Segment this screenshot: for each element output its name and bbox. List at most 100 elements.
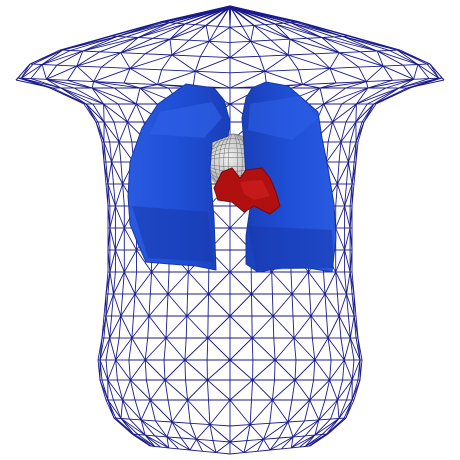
mesh-edge [269,421,289,424]
mesh-edge [93,81,125,84]
mesh-edge [101,66,131,69]
mesh-edge [271,271,273,295]
mesh-edge [377,50,419,65]
mesh-edge [304,434,316,447]
mesh-edge [347,141,351,163]
mesh-edge [329,66,359,69]
mesh-edge [99,37,139,53]
mesh-edge [274,337,295,361]
mesh-edge [229,424,251,427]
mesh-edge [105,315,111,339]
mesh-edge [114,249,125,273]
mesh-edge [274,22,284,25]
mesh-edge [157,70,196,86]
mesh-edge [200,55,231,59]
mesh-edge [200,41,210,57]
mesh-edge [252,359,276,381]
heart [213,167,281,215]
mesh-edge [329,359,345,381]
mesh-edge [272,399,289,423]
mesh-edge [117,22,170,37]
mesh-edge [270,38,291,41]
mesh-edge [251,337,276,361]
mesh-edge [269,437,280,451]
mesh-edge [171,421,191,424]
mesh-edge [243,450,258,454]
mesh-edge [326,161,338,185]
mesh-edge [103,141,113,163]
mesh-edge [133,293,136,317]
mesh-edge [264,23,276,26]
mesh-edge [250,40,289,56]
mesh-edge [343,337,351,361]
mesh-edge [85,103,99,123]
mesh-edge [321,37,361,53]
mesh-edge [107,161,113,185]
mesh-edge [293,315,312,339]
mesh-edge [144,434,156,447]
mesh-edge [82,50,100,53]
mesh-edge [154,446,161,448]
mesh-edge [346,293,349,317]
mesh-edge [353,379,361,401]
mesh-edge [339,52,359,68]
mesh-edge [389,50,419,65]
mesh-edge [111,161,124,185]
mesh-edge [207,379,231,401]
mesh-edge [323,103,334,123]
mesh-edge [180,437,191,451]
mesh-edge [299,21,351,37]
mesh-edge [346,161,349,185]
mesh-edge [278,436,294,439]
mesh-edge [347,141,357,163]
mesh-edge [171,39,190,56]
torso-wireframe-mesh [15,5,445,455]
mesh-edge [154,435,169,449]
mesh-edge [335,271,347,295]
mesh-edge [166,293,169,317]
mesh-edge [264,54,289,72]
mesh-edge [290,436,294,448]
mesh-edge [140,419,156,437]
mesh-edge [113,271,125,295]
mesh-edge [149,379,166,401]
mesh-edge [347,161,353,185]
mesh-edge [60,87,104,105]
mesh-edge [351,359,361,381]
mesh-edge [113,293,122,317]
mesh-edge [319,81,367,89]
mesh-edge [272,379,296,401]
mesh-edge [195,70,231,89]
mesh-edge [46,78,62,89]
mesh-edge [129,418,142,421]
mesh-edge [291,379,296,401]
mesh-edge [333,35,343,38]
mesh-edge [113,399,122,419]
mesh-edge [336,399,340,419]
mesh-edge [209,424,231,443]
mesh-edge [115,337,120,361]
mesh-edge [355,315,359,339]
mesh-edge [251,293,274,317]
mesh-edge [137,22,177,38]
mesh-edge [310,293,326,317]
mesh-edge [101,379,109,401]
mesh-edge [129,379,136,401]
mesh-edge [91,81,95,89]
mesh-edge [355,103,375,123]
mesh-edge [302,82,337,86]
mesh-edge [171,421,182,439]
mesh-edge [129,53,146,69]
mesh-edge [134,271,137,295]
mesh-edge [82,35,118,52]
mesh-edge [288,53,316,56]
mesh-edge [349,35,401,51]
mesh-edge [76,65,95,82]
mesh-edge [105,293,109,317]
mesh-edge [229,399,251,425]
mesh-edge [314,418,340,436]
mesh-edge [187,271,189,295]
mesh-edge [103,121,111,143]
